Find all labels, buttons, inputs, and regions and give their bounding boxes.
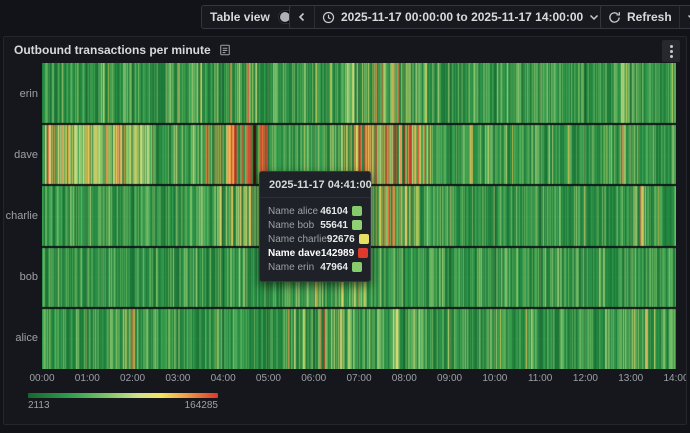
- clock-icon: [322, 11, 335, 24]
- time-range-picker-button[interactable]: 2025-11-17 00:00:00 to 2025-11-17 14:00:…: [314, 6, 606, 28]
- hover-tooltip: 2025-11-17 04:41:00 Name alice 46104 Name …: [259, 171, 372, 282]
- tooltip-timestamp: 2025-11-17 04:41:00: [260, 172, 372, 198]
- color-scale-min: 2113: [28, 400, 50, 411]
- x-axis-label: 12:00: [572, 373, 598, 384]
- x-axis-label: 08:00: [391, 373, 417, 384]
- time-range-text: 2025-11-17 00:00:00 to 2025-11-17 14:00:…: [341, 10, 584, 24]
- chevron-left-icon: [297, 12, 307, 22]
- color-scale-max: 164285: [184, 400, 218, 411]
- tooltip-row: Name dave 142989: [268, 246, 369, 260]
- tooltip-row: Name bob 55641: [268, 218, 362, 232]
- x-axis-label: 07:00: [346, 373, 372, 384]
- chevron-down-icon: [687, 13, 690, 21]
- y-axis-labels: erin dave charlie bob alice: [4, 63, 40, 369]
- x-axis-label: 05:00: [255, 373, 281, 384]
- x-axis-label: 14:00: [663, 373, 687, 384]
- x-axis-label: 02:00: [120, 373, 146, 384]
- x-axis-label: 10:00: [482, 373, 508, 384]
- panel-description-icon: [219, 44, 231, 56]
- panel-title[interactable]: Outbound transactions per minute: [14, 43, 231, 57]
- series-color-swatch: [352, 262, 362, 272]
- time-shift-back-button[interactable]: [290, 6, 314, 28]
- y-axis-label: bob: [19, 271, 38, 284]
- x-axis-label: 01:00: [74, 373, 100, 384]
- panel-menu-button[interactable]: [662, 40, 680, 62]
- refresh-button[interactable]: Refresh: [601, 6, 679, 28]
- refresh-label: Refresh: [627, 10, 672, 24]
- x-axis-label: 03:00: [165, 373, 191, 384]
- y-axis-label: alice: [15, 332, 38, 345]
- x-axis-label: 11:00: [527, 373, 553, 384]
- tooltip-row: Name alice 46104: [268, 204, 362, 218]
- color-scale-gradient: [28, 393, 218, 398]
- tooltip-series-list: Name alice 46104 Name bob 55641 Name charlie…: [260, 198, 370, 281]
- x-axis-label: 06:00: [301, 373, 327, 384]
- series-color-swatch: [358, 234, 369, 244]
- y-axis-label: charlie: [5, 210, 38, 222]
- x-axis-label: 09:00: [437, 373, 463, 384]
- tooltip-row: Name erin 47964: [268, 260, 362, 274]
- series-color-swatch: [352, 220, 362, 230]
- y-axis-label: erin: [19, 87, 38, 100]
- panel-header[interactable]: Outbound transactions per minute: [4, 37, 686, 63]
- panel-outbound-transactions: Outbound transactions per minute erin dav…: [3, 36, 687, 425]
- x-axis-labels: 00:00 01:00 02:00 03:00 04:00 05:00 06:00 07:00…: [29, 371, 687, 385]
- series-color-swatch: [352, 206, 362, 216]
- chevron-down-icon: [589, 13, 599, 21]
- series-color-swatch: [358, 248, 369, 258]
- dashboard-toolbar: Table view 2025-11-17 00:00:00 to 2025-1…: [0, 0, 690, 34]
- table-view-label: Table view: [210, 10, 270, 24]
- tooltip-row: Name charlie 92676: [268, 232, 369, 246]
- refresh-controls: Refresh: [600, 5, 690, 29]
- x-axis-label: 04:00: [210, 373, 236, 384]
- y-axis-label: dave: [14, 148, 38, 161]
- panel-title-text: Outbound transactions per minute: [14, 43, 211, 57]
- kebab-icon: [669, 44, 673, 48]
- refresh-icon: [608, 11, 621, 24]
- x-axis-label: 13:00: [618, 373, 644, 384]
- toggle-knob: [279, 12, 290, 22]
- refresh-interval-dropdown[interactable]: [678, 6, 690, 28]
- x-axis-label: 00:00: [29, 373, 55, 384]
